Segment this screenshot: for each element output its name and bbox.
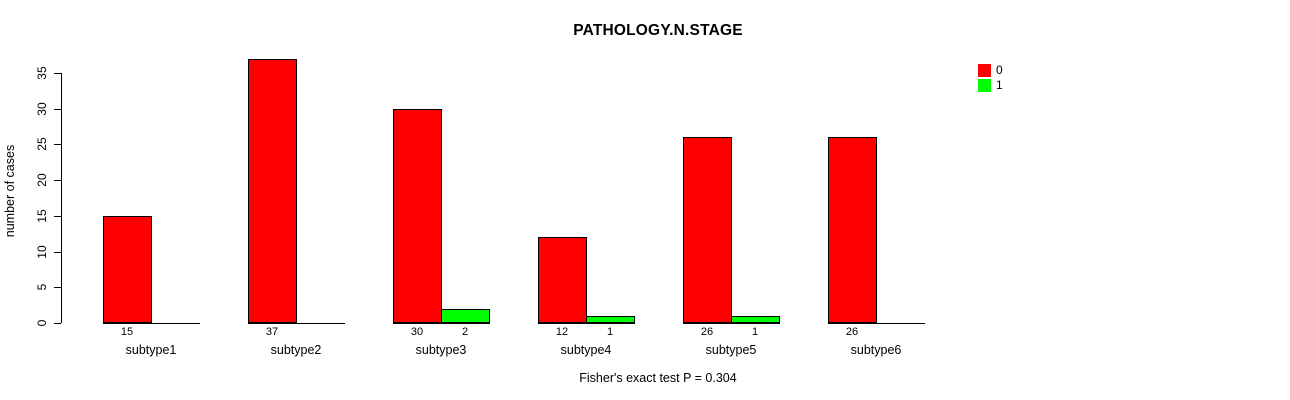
bar-0-subtype4 xyxy=(538,237,587,323)
bar-value-label: 26 xyxy=(700,326,714,338)
category-label: subtype6 xyxy=(850,343,902,357)
bar-0-subtype6 xyxy=(828,137,877,323)
y-axis-label: number of cases xyxy=(3,144,17,238)
bar-0-subtype2 xyxy=(248,59,297,323)
category-label: subtype4 xyxy=(560,343,612,357)
bar-value-label: 15 xyxy=(120,326,134,338)
y-tick-label: 5 xyxy=(35,283,49,291)
bar-0-subtype5 xyxy=(683,137,732,323)
group-baseline xyxy=(103,323,200,324)
y-tick-label: 10 xyxy=(35,245,49,259)
bar-1-subtype4 xyxy=(586,316,635,323)
group-baseline xyxy=(393,323,490,324)
legend-item-0: 0 xyxy=(978,64,1003,77)
bar-value-label: 30 xyxy=(410,326,424,338)
category-label: subtype3 xyxy=(415,343,467,357)
bar-value-label: 2 xyxy=(461,326,469,338)
legend-item-label: 1 xyxy=(996,78,1003,92)
y-tick xyxy=(54,323,61,324)
legend-item-1: 1 xyxy=(978,79,1003,92)
y-tick-label: 15 xyxy=(35,209,49,223)
y-tick xyxy=(54,180,61,181)
y-tick-label: 20 xyxy=(35,173,49,187)
legend-item-label: 0 xyxy=(996,63,1003,77)
y-tick xyxy=(54,252,61,253)
group-baseline xyxy=(683,323,780,324)
group-baseline xyxy=(248,323,345,324)
fisher-test-annotation: Fisher's exact test P = 0.304 xyxy=(579,371,737,385)
y-axis-line xyxy=(61,73,62,323)
y-tick-label: 0 xyxy=(35,319,49,327)
group-baseline xyxy=(828,323,925,324)
bar-1-subtype3 xyxy=(441,309,490,323)
y-tick-label: 35 xyxy=(35,66,49,80)
bar-value-label: 37 xyxy=(265,326,279,338)
chart-title: PATHOLOGY.N.STAGE xyxy=(573,22,743,39)
legend-swatch-icon xyxy=(978,64,991,77)
bar-value-label: 1 xyxy=(751,326,759,338)
category-label: subtype1 xyxy=(125,343,177,357)
y-tick-label: 25 xyxy=(35,137,49,151)
bar-value-label: 26 xyxy=(845,326,859,338)
y-tick xyxy=(54,109,61,110)
y-tick xyxy=(54,216,61,217)
bar-1-subtype5 xyxy=(731,316,780,323)
y-tick xyxy=(54,144,61,145)
bar-0-subtype3 xyxy=(393,109,442,323)
category-label: subtype5 xyxy=(705,343,757,357)
legend-swatch-icon xyxy=(978,79,991,92)
y-tick xyxy=(54,287,61,288)
group-baseline xyxy=(538,323,635,324)
y-tick-label: 30 xyxy=(35,102,49,116)
bar-0-subtype1 xyxy=(103,216,152,323)
y-tick xyxy=(54,73,61,74)
category-label: subtype2 xyxy=(270,343,322,357)
bar-value-label: 1 xyxy=(606,326,614,338)
bar-value-label: 12 xyxy=(555,326,569,338)
